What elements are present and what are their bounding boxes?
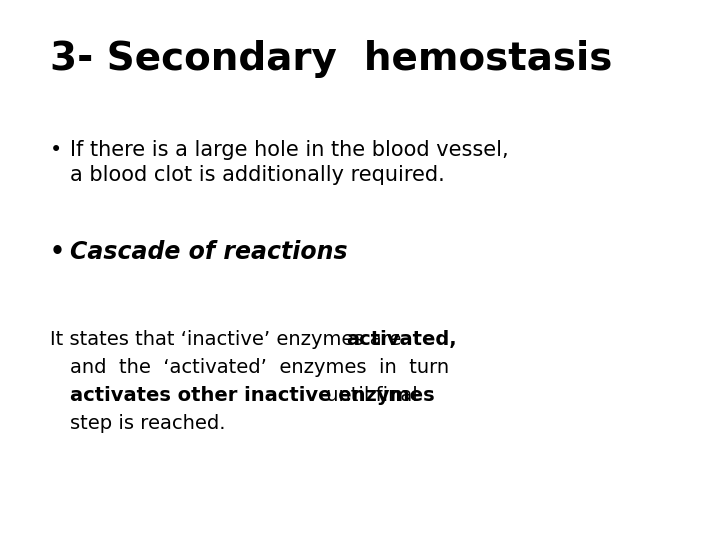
Text: •: •	[50, 240, 65, 264]
Text: 3- Secondary  hemostasis: 3- Secondary hemostasis	[50, 40, 613, 78]
Text: It states that ‘inactive’ enzymes are: It states that ‘inactive’ enzymes are	[50, 330, 408, 349]
Text: step is reached.: step is reached.	[70, 414, 225, 433]
Text: and  the  ‘activated’  enzymes  in  turn: and the ‘activated’ enzymes in turn	[70, 358, 449, 377]
Text: activates other inactive enzymes: activates other inactive enzymes	[70, 386, 435, 405]
Text: Cascade of reactions: Cascade of reactions	[70, 240, 348, 264]
Text: If there is a large hole in the blood vessel,: If there is a large hole in the blood ve…	[70, 140, 508, 160]
Text: activated,: activated,	[346, 330, 457, 349]
Text: until final: until final	[320, 386, 418, 405]
Text: •: •	[50, 140, 62, 160]
Text: a blood clot is additionally required.: a blood clot is additionally required.	[70, 165, 445, 185]
